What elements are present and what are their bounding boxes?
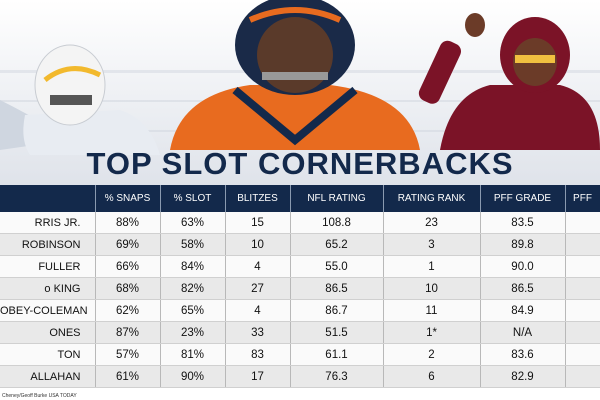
stat-cell: 84.9 (480, 299, 566, 322)
stat-cell: 51.5 (290, 321, 384, 344)
player-left (0, 44, 161, 155)
stat-cell: 27 (225, 277, 291, 300)
stat-cell: 65% (160, 299, 226, 322)
table-row: ALLAHAN 61% 90% 17 76.3 6 82.9 (0, 365, 600, 388)
stat-cell: 82% (160, 277, 226, 300)
header-cell (0, 185, 96, 212)
stat-cell: 23 (383, 212, 481, 234)
stat-cell: 76.3 (290, 365, 384, 388)
player-name: ONES (0, 321, 96, 344)
table-row: ONES 87% 23% 33 51.5 1* N/A (0, 321, 600, 344)
stat-cell (565, 233, 600, 256)
stat-cell: N/A (480, 321, 566, 344)
table-row: OBEY-COLEMAN 62% 65% 4 86.7 11 84.9 (0, 299, 600, 322)
stat-cell: 55.0 (290, 255, 384, 278)
player-name: TON (0, 343, 96, 366)
stat-cell: 4 (225, 299, 291, 322)
stat-cell (565, 321, 600, 344)
header-cell: PFF GRADE (480, 185, 566, 212)
player-center (170, 0, 420, 150)
stat-cell: 58% (160, 233, 226, 256)
header-cell: % SLOT (160, 185, 226, 212)
player-name: FULLER (0, 255, 96, 278)
stat-cell: 57% (95, 343, 161, 366)
stat-cell: 86.5 (290, 277, 384, 300)
stat-cell: 90.0 (480, 255, 566, 278)
stat-cell: 66% (95, 255, 161, 278)
stat-cell: 1* (383, 321, 481, 344)
stat-cell: 63% (160, 212, 226, 234)
stat-cell: 61% (95, 365, 161, 388)
stat-cell: 83.6 (480, 343, 566, 366)
player-name: ALLAHAN (0, 365, 96, 388)
stat-cell: 83.5 (480, 212, 566, 234)
stat-cell: 89.8 (480, 233, 566, 256)
table-body: RRIS JR. 88% 63% 15 108.8 23 83.5 ROBINSON 69% 58… (0, 212, 600, 388)
player-right (418, 13, 600, 150)
stat-cell: 10 (225, 233, 291, 256)
header-cell: NFL RATING (290, 185, 384, 212)
stat-cell: 33 (225, 321, 291, 344)
stat-cell: 1 (383, 255, 481, 278)
header-cell: BLITZES (225, 185, 291, 212)
header-cell: % SNAPS (95, 185, 161, 212)
stat-cell: 90% (160, 365, 226, 388)
stat-cell: 69% (95, 233, 161, 256)
table-row: ROBINSON 69% 58% 10 65.2 3 89.8 (0, 233, 600, 256)
stat-cell: 108.8 (290, 212, 384, 234)
stat-cell: 62% (95, 299, 161, 322)
stat-cell: 83 (225, 343, 291, 366)
stat-cell (565, 212, 600, 234)
table-row: TON 57% 81% 83 61.1 2 83.6 (0, 343, 600, 366)
stat-cell: 84% (160, 255, 226, 278)
stat-cell: 23% (160, 321, 226, 344)
player-name: ROBINSON (0, 233, 96, 256)
header-row: % SNAPS% SLOT BLITZES NFL RATING RATING RAN… (0, 185, 600, 212)
stat-cell: 82.9 (480, 365, 566, 388)
header-art (0, 0, 600, 185)
stat-cell: 2 (383, 343, 481, 366)
stat-cell (565, 277, 600, 300)
stat-cell: 4 (225, 255, 291, 278)
stat-cell (565, 365, 600, 388)
table-row: FULLER 66% 84% 4 55.0 1 90.0 (0, 255, 600, 278)
stat-cell: 86.7 (290, 299, 384, 322)
stats-table: % SNAPS% SLOT BLITZES NFL RATING RATING RAN… (0, 185, 600, 388)
stat-cell (565, 299, 600, 322)
stat-cell: 68% (95, 277, 161, 300)
player-name: o KING (0, 277, 96, 300)
stat-cell: 88% (95, 212, 161, 234)
header-cell: RATING RANK (383, 185, 481, 212)
stat-cell: 86.5 (480, 277, 566, 300)
table-row: RRIS JR. 88% 63% 15 108.8 23 83.5 (0, 212, 600, 234)
stat-cell (565, 343, 600, 366)
player-name: OBEY-COLEMAN (0, 299, 96, 322)
stat-cell: 81% (160, 343, 226, 366)
stat-cell: 65.2 (290, 233, 384, 256)
stat-cell: 10 (383, 277, 481, 300)
stat-cell: 6 (383, 365, 481, 388)
stat-cell: 11 (383, 299, 481, 322)
stat-cell: 15 (225, 212, 291, 234)
stat-cell: 61.1 (290, 343, 384, 366)
table-row: o KING 68% 82% 27 86.5 10 86.5 (0, 277, 600, 300)
player-name: RRIS JR. (0, 212, 96, 234)
photo-credit: Cheney/Geoff Burke USA TODAY (2, 393, 77, 399)
header-cell: PFF (565, 185, 600, 212)
stat-cell (565, 255, 600, 278)
title: TOP SLOT CORNERBACKS (86, 146, 514, 181)
stat-cell: 17 (225, 365, 291, 388)
stat-cell: 87% (95, 321, 161, 344)
stat-cell: 3 (383, 233, 481, 256)
